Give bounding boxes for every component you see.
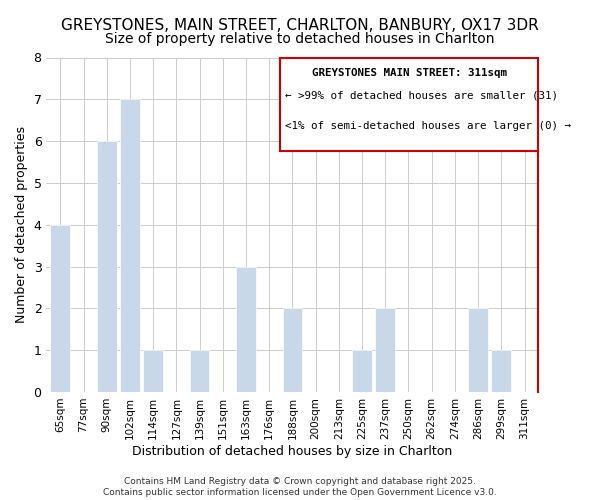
Bar [236,266,256,392]
Text: Contains HM Land Registry data © Crown copyright and database right 2025.: Contains HM Land Registry data © Crown c… [124,477,476,486]
Bar [120,100,140,392]
Bar [352,350,372,392]
Bar [468,308,488,392]
Text: <1% of semi-detached houses are larger (0) →: <1% of semi-detached houses are larger (… [285,121,571,131]
Text: GREYSTONES, MAIN STREET, CHARLTON, BANBURY, OX17 3DR: GREYSTONES, MAIN STREET, CHARLTON, BANBU… [61,18,539,32]
Bar [97,141,116,392]
Bar [50,224,70,392]
FancyBboxPatch shape [280,58,538,151]
Bar [143,350,163,392]
Y-axis label: Number of detached properties: Number of detached properties [15,126,28,323]
Text: GREYSTONES MAIN STREET: 311sqm: GREYSTONES MAIN STREET: 311sqm [312,68,507,78]
Bar [376,308,395,392]
Text: ← >99% of detached houses are smaller (31): ← >99% of detached houses are smaller (3… [285,91,558,101]
Bar [190,350,209,392]
Text: Contains public sector information licensed under the Open Government Licence v3: Contains public sector information licen… [103,488,497,497]
Bar [283,308,302,392]
X-axis label: Distribution of detached houses by size in Charlton: Distribution of detached houses by size … [133,444,452,458]
Bar [491,350,511,392]
Text: Size of property relative to detached houses in Charlton: Size of property relative to detached ho… [105,32,495,46]
